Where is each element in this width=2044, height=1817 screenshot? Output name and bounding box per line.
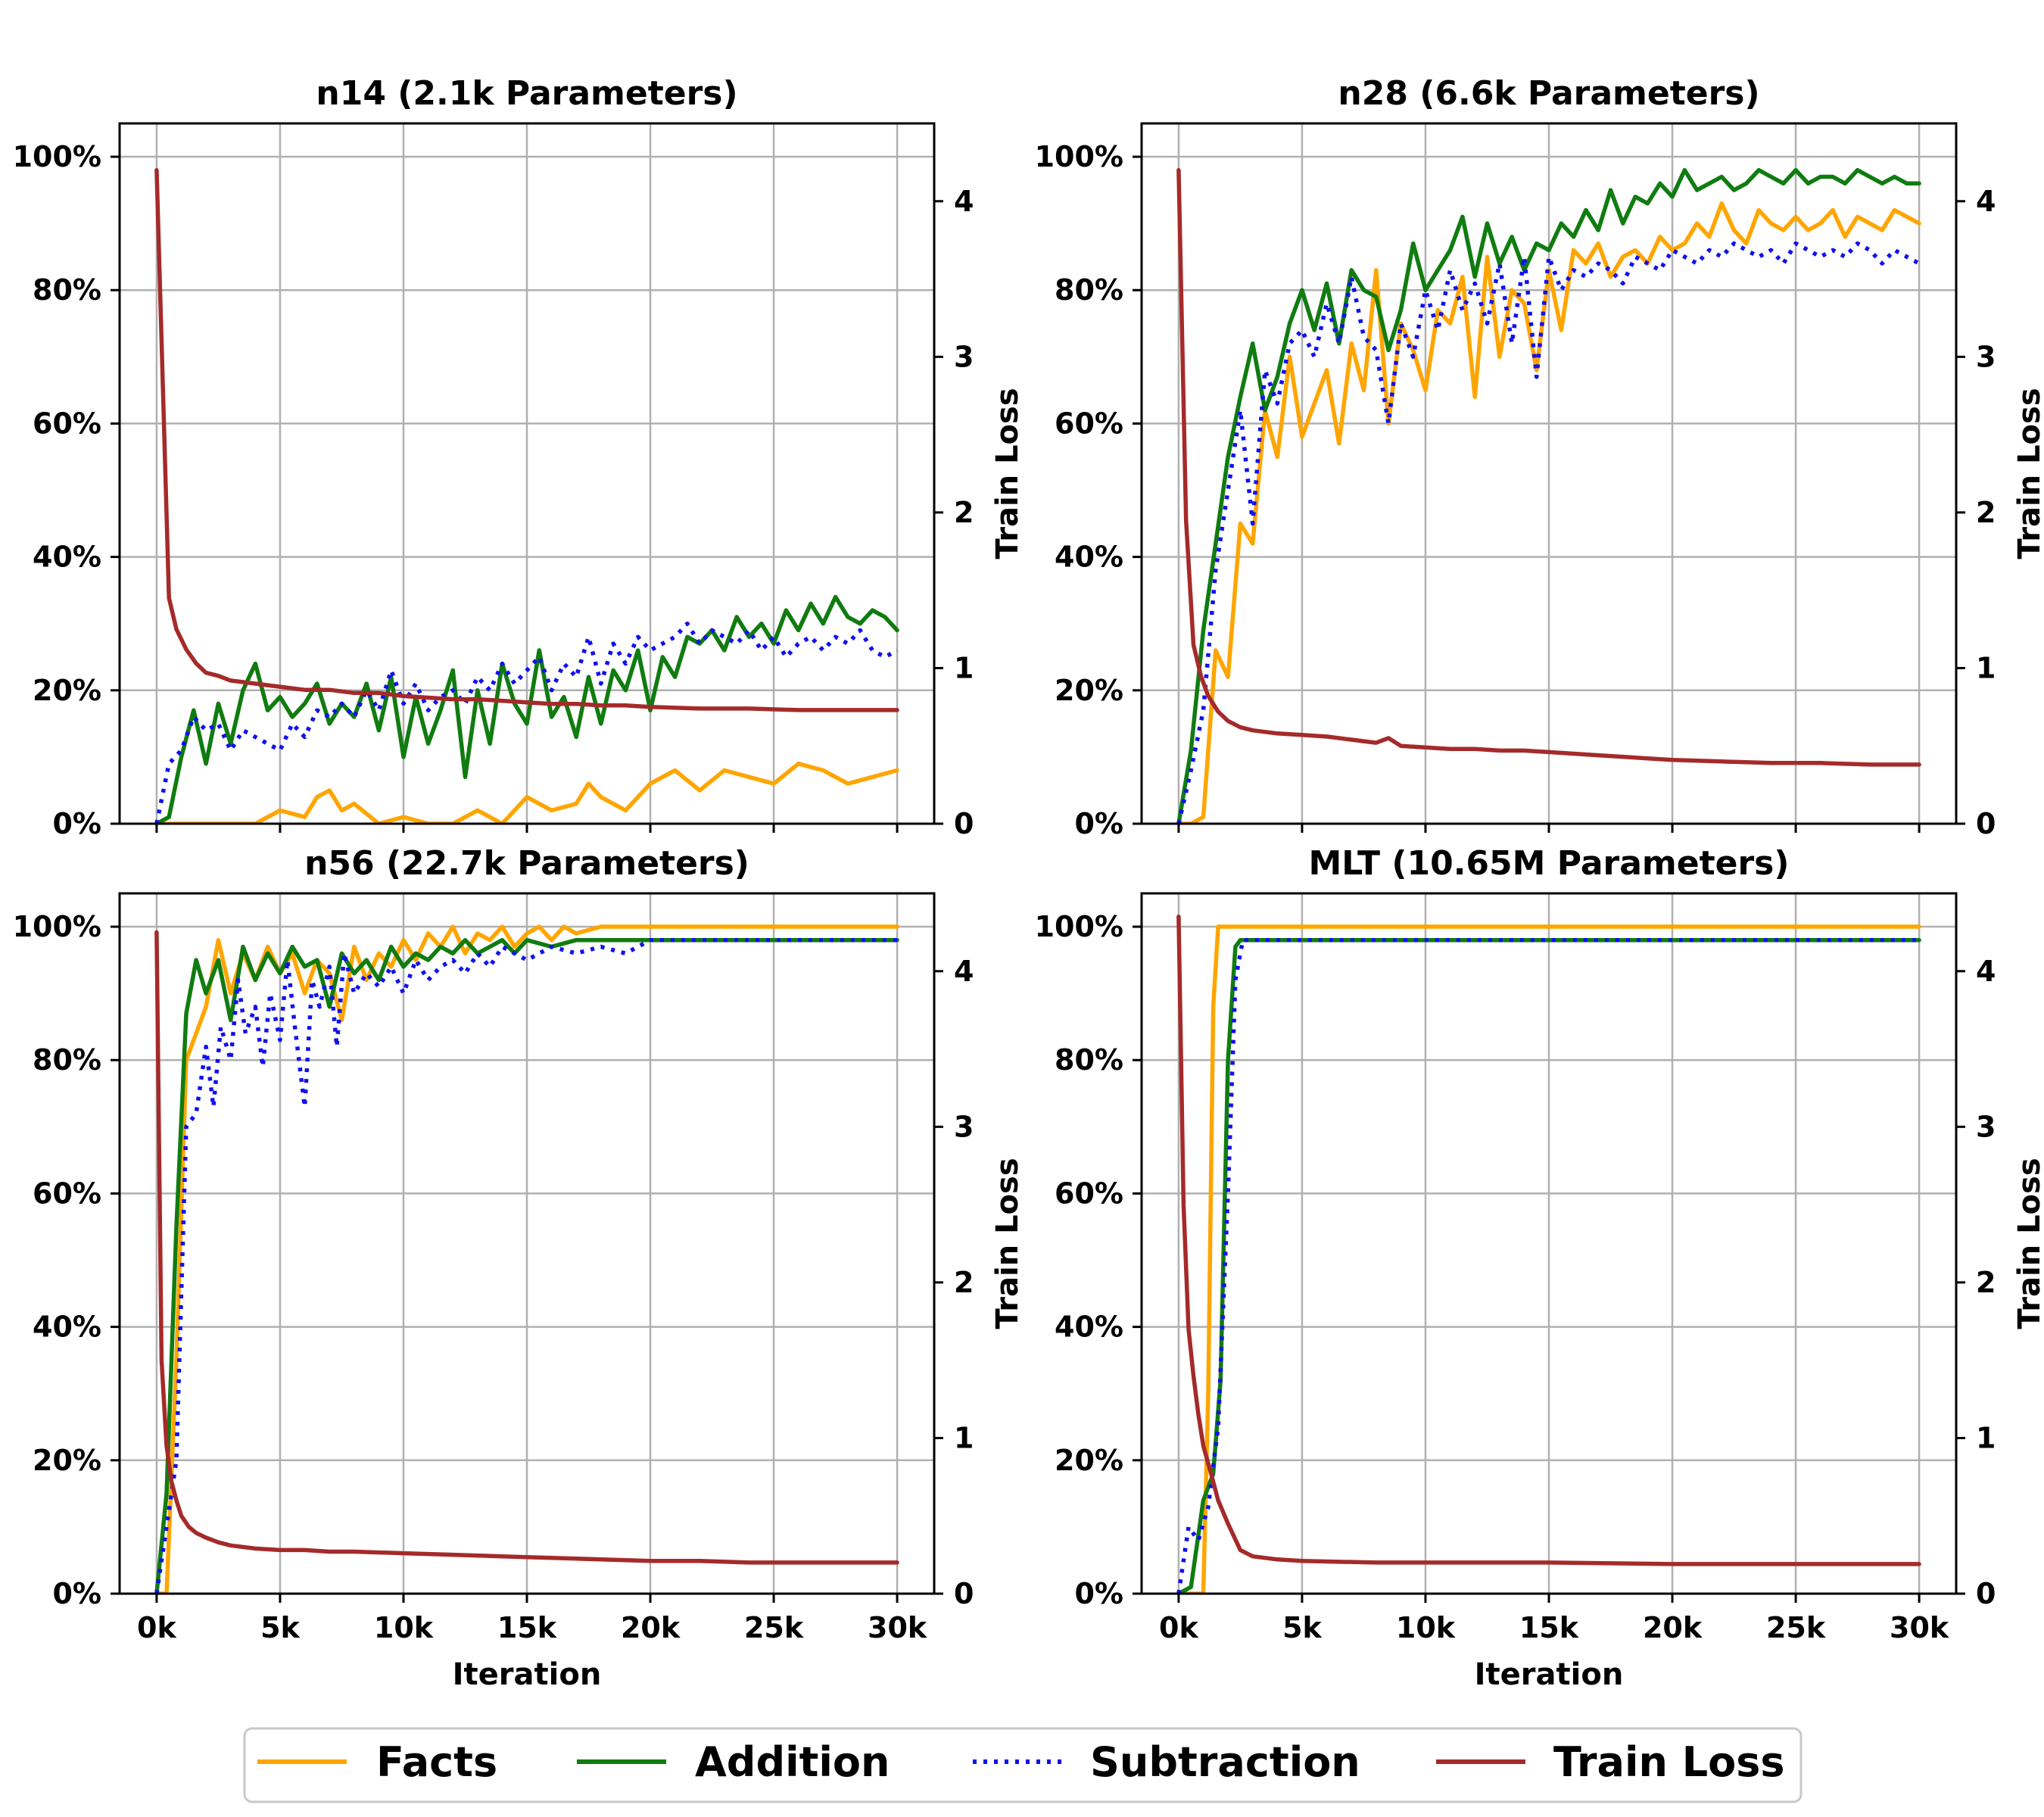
y2-tick-label: 0 — [1976, 1577, 1996, 1610]
y-tick-label: 80% — [1055, 1043, 1123, 1077]
y2-axis-label: Train Loss — [990, 1158, 1025, 1329]
y2-tick-label: 3 — [1976, 340, 1996, 373]
y2-tick-label: 2 — [954, 1266, 974, 1299]
y-tick-label: 40% — [1055, 1311, 1123, 1344]
y2-tick-label: 1 — [1976, 1421, 1996, 1454]
subplot-4: 0k 5k 10k 15k 20k 25k 30k 0% 20% 40% 60% 80% 100% 0 1 2… — [1035, 844, 2044, 1692]
y2-tick-label: 4 — [1976, 185, 1996, 218]
y2-tick-label: 2 — [954, 496, 974, 529]
x-tick-label: 0k — [137, 1611, 176, 1644]
x-tick-label: 25k — [1766, 1611, 1826, 1644]
x-tick-label: 20k — [621, 1611, 681, 1644]
y-tick-label: 100% — [1035, 910, 1123, 943]
y-tick-label: 40% — [33, 1311, 101, 1344]
y2-tick-label: 1 — [954, 1421, 974, 1454]
subplot-title: MLT (10.65M Parameters) — [1309, 844, 1790, 883]
y-tick-label: 80% — [33, 273, 101, 307]
subplot-title: n56 (22.7k Parameters) — [304, 844, 749, 883]
x-tick-label: 10k — [374, 1611, 434, 1644]
x-axis-label: Iteration — [1475, 1657, 1624, 1692]
series-line-facts — [1176, 924, 1921, 1594]
y-tick-label: 80% — [33, 1043, 101, 1077]
series-line-loss — [154, 167, 899, 712]
series-line-subtraction — [154, 621, 899, 824]
x-axis-label: Iteration — [453, 1657, 602, 1692]
y2-tick-label: 4 — [954, 955, 974, 988]
series-line-facts — [154, 761, 899, 824]
x-tick-label: 30k — [868, 1611, 927, 1644]
y2-tick-label: 3 — [954, 340, 974, 373]
y-tick-label: 0% — [1074, 1577, 1123, 1610]
y-tick-label: 60% — [1055, 407, 1123, 440]
subplot-title: n14 (2.1k Parameters) — [316, 74, 737, 113]
y-tick-label: 60% — [33, 1177, 101, 1210]
y-tick-label: 80% — [1055, 273, 1123, 307]
y2-tick-label: 3 — [1976, 1110, 1996, 1143]
y-tick-label: 0% — [52, 807, 101, 840]
y-tick-label: 20% — [33, 1444, 101, 1477]
x-tick-label: 5k — [1282, 1611, 1322, 1644]
y2-tick-label: 4 — [1976, 955, 1996, 988]
series-line-loss — [154, 930, 899, 1565]
series-group — [1176, 915, 1921, 1594]
y2-tick-label: 0 — [954, 807, 974, 840]
y-tick-label: 40% — [33, 541, 101, 574]
y2-tick-label: 0 — [954, 1577, 974, 1610]
y-tick-label: 100% — [13, 140, 101, 173]
x-tick-label: 0k — [1159, 1611, 1198, 1644]
subplot-title: n28 (6.6k Parameters) — [1338, 74, 1759, 113]
series-line-addition — [1176, 167, 1921, 824]
y2-axis-label: Train Loss — [990, 388, 1025, 559]
legend-frame — [243, 1727, 1803, 1803]
x-tick-label: 10k — [1396, 1611, 1456, 1644]
series-line-addition — [154, 594, 899, 824]
series-line-loss — [1176, 167, 1921, 767]
series-line-facts — [154, 924, 899, 1594]
legend-label-train-loss: Train Loss — [1553, 1738, 1785, 1786]
y2-tick-label: 2 — [1976, 496, 1996, 529]
y-tick-label: 20% — [33, 674, 101, 707]
legend-label-addition: Addition — [695, 1738, 890, 1786]
subplot-2: 0% 20% 40% 60% 80% 100% 0 1 2 3 4 n28 (6.6k Paramet… — [1035, 74, 2044, 840]
x-tick-label: 20k — [1643, 1611, 1703, 1644]
y2-tick-label: 0 — [1976, 807, 1996, 840]
y-tick-label: 0% — [52, 1577, 101, 1610]
legend-label-facts: Facts — [376, 1738, 497, 1786]
y-tick-label: 20% — [1055, 674, 1123, 707]
series-line-loss — [1176, 915, 1921, 1566]
legend: Facts Addition Subtraction Train Loss — [243, 1727, 1803, 1803]
y2-tick-label: 1 — [1976, 651, 1996, 684]
x-tick-label: 5k — [260, 1611, 300, 1644]
y-tick-label: 20% — [1055, 1444, 1123, 1477]
series-group — [154, 924, 899, 1594]
y2-tick-label: 2 — [1976, 1266, 1996, 1299]
subplot-1: 0% 20% 40% 60% 80% 100% 0 1 2 3 4 n14 (2.1k Paramet… — [13, 74, 1025, 840]
y2-axis-label: Train Loss — [2012, 1158, 2044, 1329]
y-tick-label: 60% — [33, 407, 101, 440]
y2-tick-label: 3 — [954, 1110, 974, 1143]
series-group — [1176, 167, 1921, 824]
y2-axis-label: Train Loss — [2012, 388, 2044, 559]
y-tick-label: 100% — [1035, 140, 1123, 173]
y-tick-label: 0% — [1074, 807, 1123, 840]
x-tick-label: 25k — [744, 1611, 804, 1644]
x-tick-label: 30k — [1890, 1611, 1949, 1644]
x-tick-label: 15k — [497, 1611, 557, 1644]
y-tick-label: 100% — [13, 910, 101, 943]
subplot-3: 0k 5k 10k 15k 20k 25k 30k 0% 20% 40% 60% 80% 100% 0 1 2… — [13, 844, 1025, 1692]
series-line-addition — [154, 937, 899, 1594]
y-tick-label: 60% — [1055, 1177, 1123, 1210]
x-tick-label: 15k — [1519, 1611, 1579, 1644]
y-tick-label: 40% — [1055, 541, 1123, 574]
legend-label-subtraction: Subtraction — [1090, 1738, 1360, 1786]
series-group — [154, 167, 899, 824]
series-line-subtraction — [1176, 241, 1921, 824]
y2-tick-label: 1 — [954, 651, 974, 684]
y2-tick-label: 4 — [954, 185, 974, 218]
